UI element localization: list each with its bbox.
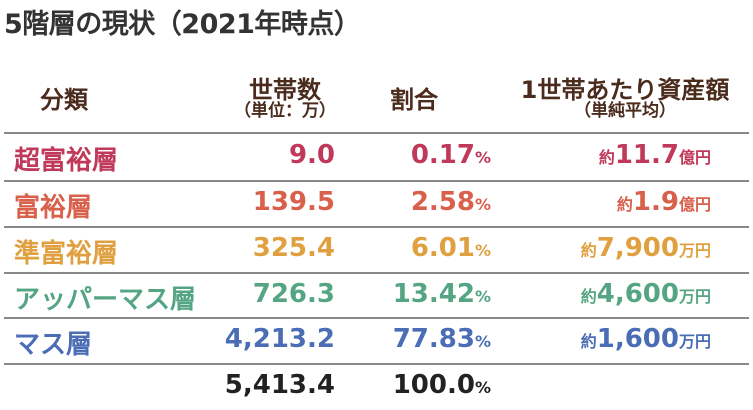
assets-value: 約7,900万円 xyxy=(580,233,711,263)
row-divider xyxy=(4,317,749,319)
header-category: 分類 xyxy=(40,86,88,114)
row-divider xyxy=(4,132,749,134)
share-value: 77.83% xyxy=(392,324,491,354)
category-label: 富裕層 xyxy=(14,193,93,223)
header-share: 割合 xyxy=(390,86,438,114)
total-share: 100.0% xyxy=(392,370,491,400)
table-row: 準富裕層 325.4 6.01% 約7,900万円 xyxy=(0,227,753,273)
total-households: 5,413.4 xyxy=(224,370,335,400)
households-value: 9.0 xyxy=(288,140,335,170)
header-households: 世帯数 （単位：万） xyxy=(234,76,336,122)
header-assets: 1世帯あたり資産額 （単純平均） xyxy=(520,76,730,122)
category-label: アッパーマス層 xyxy=(14,285,197,315)
share-value: 0.17% xyxy=(410,140,491,170)
row-divider xyxy=(4,272,749,274)
table-row: アッパーマス層 726.3 13.42% 約4,600万円 xyxy=(0,273,753,319)
assets-value: 約1.9億円 xyxy=(616,187,711,217)
households-value: 325.4 xyxy=(252,233,335,263)
row-divider xyxy=(4,363,749,365)
assets-value: 約4,600万円 xyxy=(580,279,711,309)
households-value: 4,213.2 xyxy=(224,324,335,354)
households-value: 139.5 xyxy=(252,187,335,217)
category-label: 準富裕層 xyxy=(14,239,119,269)
share-value: 6.01% xyxy=(410,233,491,263)
assets-value: 約1,600万円 xyxy=(580,324,711,354)
share-value: 2.58% xyxy=(410,187,491,217)
row-divider xyxy=(4,180,749,182)
share-value: 13.42% xyxy=(392,279,491,309)
assets-value: 約11.7億円 xyxy=(598,140,711,170)
row-divider xyxy=(4,226,749,228)
table-row: マス層 4,213.2 77.83% 約1,600万円 xyxy=(0,318,753,364)
total-row: 5,413.4 100.0% xyxy=(0,364,753,410)
households-value: 726.3 xyxy=(252,279,335,309)
category-label: マス層 xyxy=(14,330,93,360)
category-label: 超富裕層 xyxy=(14,146,119,176)
table-row: 富裕層 139.5 2.58% 約1.9億円 xyxy=(0,181,753,227)
table-row: 超富裕層 9.0 0.17% 約11.7億円 xyxy=(0,134,753,180)
page-title: 5階層の現状（2021年時点） xyxy=(4,9,361,40)
